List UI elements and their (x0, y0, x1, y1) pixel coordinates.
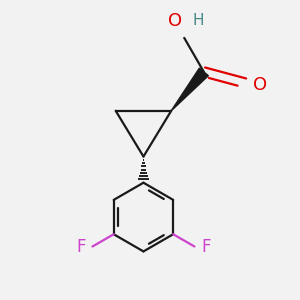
Text: F: F (76, 238, 86, 256)
Text: F: F (201, 238, 211, 256)
Text: O: O (253, 76, 267, 94)
Polygon shape (171, 68, 208, 111)
Text: H: H (192, 13, 204, 28)
Text: O: O (169, 12, 183, 30)
